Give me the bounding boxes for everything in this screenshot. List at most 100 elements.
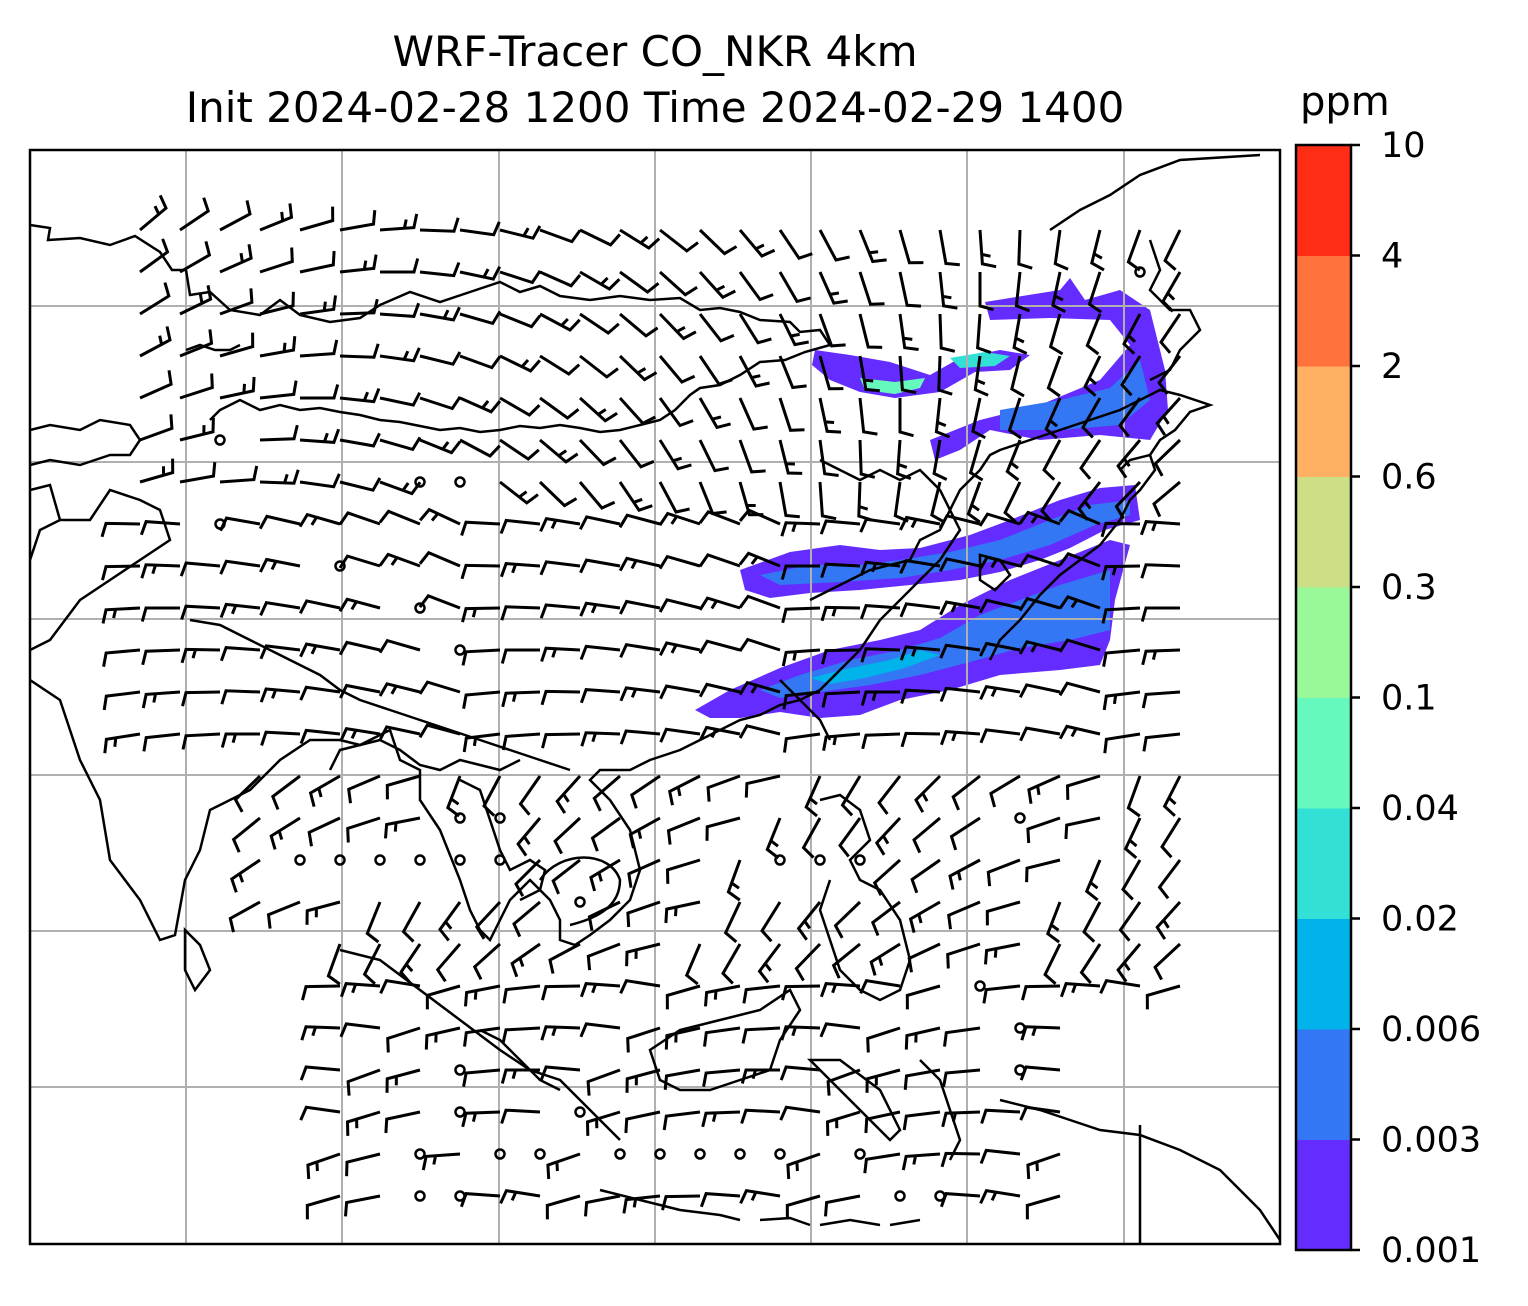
wind-barb — [139, 326, 172, 358]
wind-barb — [1155, 396, 1182, 436]
wind-barb — [1103, 732, 1141, 754]
wind-barb — [905, 984, 941, 1010]
wind-barb — [1155, 900, 1182, 940]
calm-wind-marker — [414, 854, 426, 866]
wind-barb — [379, 979, 421, 995]
wind-barb — [978, 229, 997, 269]
wind-barb — [299, 473, 341, 489]
wind-barb — [825, 1110, 861, 1136]
wind-barb — [742, 984, 781, 1004]
wind-barb — [1153, 438, 1182, 477]
wind-barb — [418, 680, 461, 695]
wind-barb — [579, 601, 621, 617]
wind-barb — [778, 439, 803, 475]
wind-barb — [339, 387, 381, 404]
wind-barb — [500, 1068, 540, 1084]
wind-barb — [142, 732, 181, 752]
wind-barb — [298, 599, 341, 614]
wind-barb — [818, 481, 837, 521]
wind-barb — [553, 816, 582, 855]
wind-barb — [1100, 521, 1141, 538]
wind-barb — [979, 1189, 1021, 1205]
wind-barb — [462, 732, 501, 753]
wind-barb — [738, 508, 781, 526]
wind-barb — [555, 774, 582, 814]
wind-barb — [1157, 859, 1182, 900]
wind-barb — [518, 775, 542, 816]
wind-barb — [539, 517, 581, 533]
wind-barb — [1018, 596, 1061, 612]
wind-barb — [500, 605, 541, 621]
wind-barb — [699, 725, 741, 741]
calm-wind-marker — [854, 854, 866, 866]
wind-barb — [938, 271, 958, 310]
wind-barb — [500, 1108, 541, 1124]
wind-barb — [260, 730, 301, 746]
wind-barb — [419, 351, 462, 366]
wind-barb — [233, 774, 262, 813]
wind-barb — [622, 1194, 661, 1214]
wind-barb — [741, 1026, 781, 1044]
wind-barb — [1026, 1152, 1061, 1180]
wind-barb — [539, 354, 581, 376]
wind-barb — [1025, 1194, 1061, 1220]
wind-barb — [939, 600, 981, 616]
wind-barb — [419, 306, 461, 322]
wind-barb — [1099, 979, 1141, 995]
wind-barb — [979, 641, 1021, 657]
wind-barb — [1085, 313, 1102, 356]
wind-barb — [501, 690, 541, 708]
wind-barb — [939, 643, 981, 659]
wind-barb — [943, 1026, 981, 1047]
wind-barb — [300, 384, 340, 400]
wind-barb — [459, 396, 502, 414]
wind-barb — [937, 355, 953, 396]
wind-barb — [858, 355, 880, 393]
colorbar-tick-label: 0.1 — [1381, 679, 1437, 719]
calm-wind-marker — [774, 854, 786, 866]
wind-barb — [501, 1026, 541, 1044]
wind-barb — [744, 774, 781, 798]
wind-barb — [482, 775, 502, 817]
wind-barb — [379, 213, 419, 232]
wind-barb — [899, 602, 941, 618]
wind-barb — [1142, 732, 1181, 752]
wind-barb — [739, 1189, 781, 1205]
wind-barb — [857, 481, 873, 522]
wind-barb — [978, 272, 994, 312]
wind-barb — [424, 1026, 461, 1050]
wind-barb — [339, 1022, 381, 1038]
colorbar-unit-label: ppm — [1300, 79, 1390, 125]
colorbar-tick-label: 0.6 — [1381, 458, 1437, 498]
wind-barb — [820, 605, 861, 622]
wind-barb — [219, 465, 259, 484]
wind-barb — [698, 509, 741, 526]
wind-barb — [661, 1194, 701, 1211]
wind-barb — [579, 312, 620, 335]
calm-wind-marker — [814, 854, 826, 866]
wind-barb — [338, 554, 381, 569]
colorbar-tick-label: 0.003 — [1381, 1121, 1481, 1161]
wind-barb — [780, 521, 821, 537]
wind-barb — [859, 604, 901, 620]
wind-barb — [903, 1068, 941, 1090]
colorbar-tick-label: 0.3 — [1381, 568, 1437, 608]
wind-barb — [786, 1152, 821, 1180]
wind-barb — [1058, 595, 1101, 610]
wind-barb — [219, 332, 255, 358]
calm-wind-marker — [534, 1148, 546, 1160]
wind-barb — [545, 1194, 581, 1220]
wind-barb — [578, 481, 616, 510]
wind-barb — [1139, 520, 1181, 536]
wind-barb — [399, 943, 422, 984]
wind-barb — [326, 943, 342, 986]
wind-barb — [859, 979, 901, 995]
wind-barb — [1116, 943, 1142, 983]
wind-barb — [418, 593, 461, 610]
wind-barb — [464, 984, 501, 1007]
wind-barb — [874, 816, 902, 856]
wind-barb — [1025, 858, 1061, 883]
wind-barb — [899, 645, 941, 661]
wind-barb — [804, 775, 822, 818]
wind-barb — [461, 606, 501, 623]
